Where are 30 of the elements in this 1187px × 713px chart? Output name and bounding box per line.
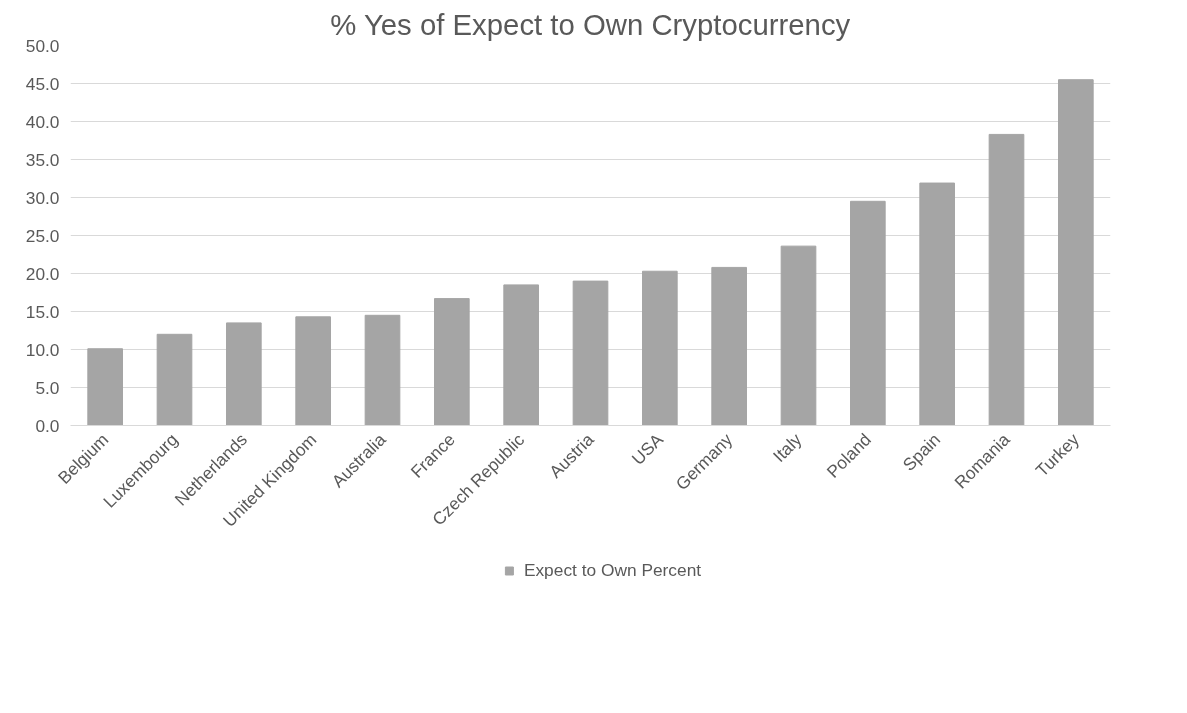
y-tick-label: 5.0 (35, 377, 60, 398)
bar (1058, 79, 1094, 426)
y-tick-label: 40.0 (25, 111, 60, 132)
bar (364, 314, 401, 426)
bar (295, 316, 331, 426)
y-tick-label: 50.0 (25, 35, 60, 56)
bar (988, 133, 1025, 426)
bar (850, 200, 886, 426)
y-tick-label: 20.0 (25, 263, 60, 284)
x-tick-label: Italy (768, 429, 806, 467)
bar (919, 182, 955, 426)
y-tick-label: 10.0 (25, 339, 60, 360)
bar (780, 245, 817, 426)
bar (156, 333, 193, 426)
y-tick-label: 0.0 (35, 415, 60, 436)
legend-label: Expect to Own Percent (523, 559, 702, 581)
bar (642, 270, 678, 426)
bar (572, 280, 609, 426)
bar (503, 284, 539, 426)
y-tick-label: 25.0 (25, 225, 60, 246)
x-tick-label: USA (627, 429, 668, 469)
bar (434, 298, 470, 426)
bar (711, 266, 747, 426)
y-tick-label: 35.0 (25, 149, 60, 170)
chart-title: % Yes of Expect to Own Cryptocurrency (330, 7, 851, 41)
bar (226, 322, 262, 426)
y-tick-label: 15.0 (25, 301, 60, 322)
y-tick-label: 45.0 (25, 73, 60, 94)
bar (87, 348, 123, 426)
y-tick-label: 30.0 (25, 187, 60, 208)
